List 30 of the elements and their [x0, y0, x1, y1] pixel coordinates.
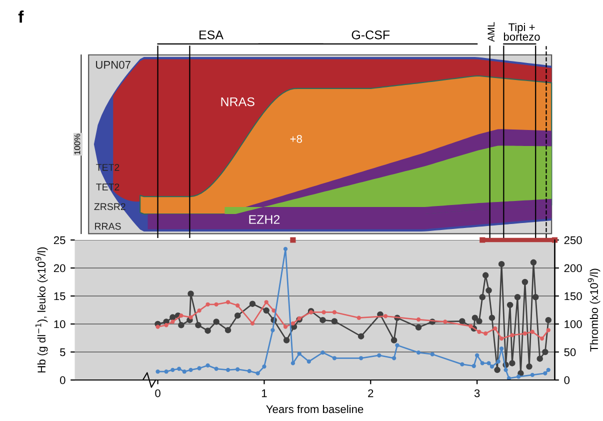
text: ESA — [200, 30, 224, 40]
text: G-CSF — [352, 30, 390, 40]
y2-tick-label: 100 — [564, 320, 582, 328]
y-tick-label: 0 — [60, 376, 66, 384]
y2-tick-label: 150 — [564, 292, 582, 300]
text: NRAS — [221, 97, 254, 106]
x-tick-label: 0 — [155, 389, 160, 398]
y2-tick-label: 0 — [564, 376, 570, 384]
text: RRAS — [95, 222, 121, 230]
x-tick-label: 1 — [262, 389, 267, 398]
y2-axis-title: Thrombo (x10$^{9}$/l) — [588, 268, 600, 352]
y2-tick-label: 200 — [564, 264, 582, 272]
text: 100% — [74, 134, 80, 154]
text: Tipi + bortezo — [504, 22, 540, 41]
text: UPN07 — [96, 60, 130, 69]
x-tick-label: 2 — [368, 389, 374, 398]
x-axis-title: Years from baseline — [266, 404, 364, 414]
text: +8 — [290, 135, 302, 143]
text: f — [18, 10, 24, 23]
y2-tick-label: 250 — [564, 236, 582, 244]
y-tick-label: 10 — [54, 320, 66, 328]
y-tick-label: 25 — [54, 236, 66, 244]
y2-tick-label: 50 — [564, 348, 576, 356]
text: EZH2 — [249, 215, 280, 224]
x-tick-label: 3 — [474, 389, 480, 398]
y-axis-title: Hb (g dl$^{−1}$), leuko (x10$^{9}$/l) — [35, 247, 48, 372]
y-tick-label: 5 — [60, 348, 66, 356]
text: AML — [488, 22, 494, 42]
y-tick-label: 20 — [54, 264, 66, 272]
y-tick-label: 15 — [54, 292, 66, 300]
